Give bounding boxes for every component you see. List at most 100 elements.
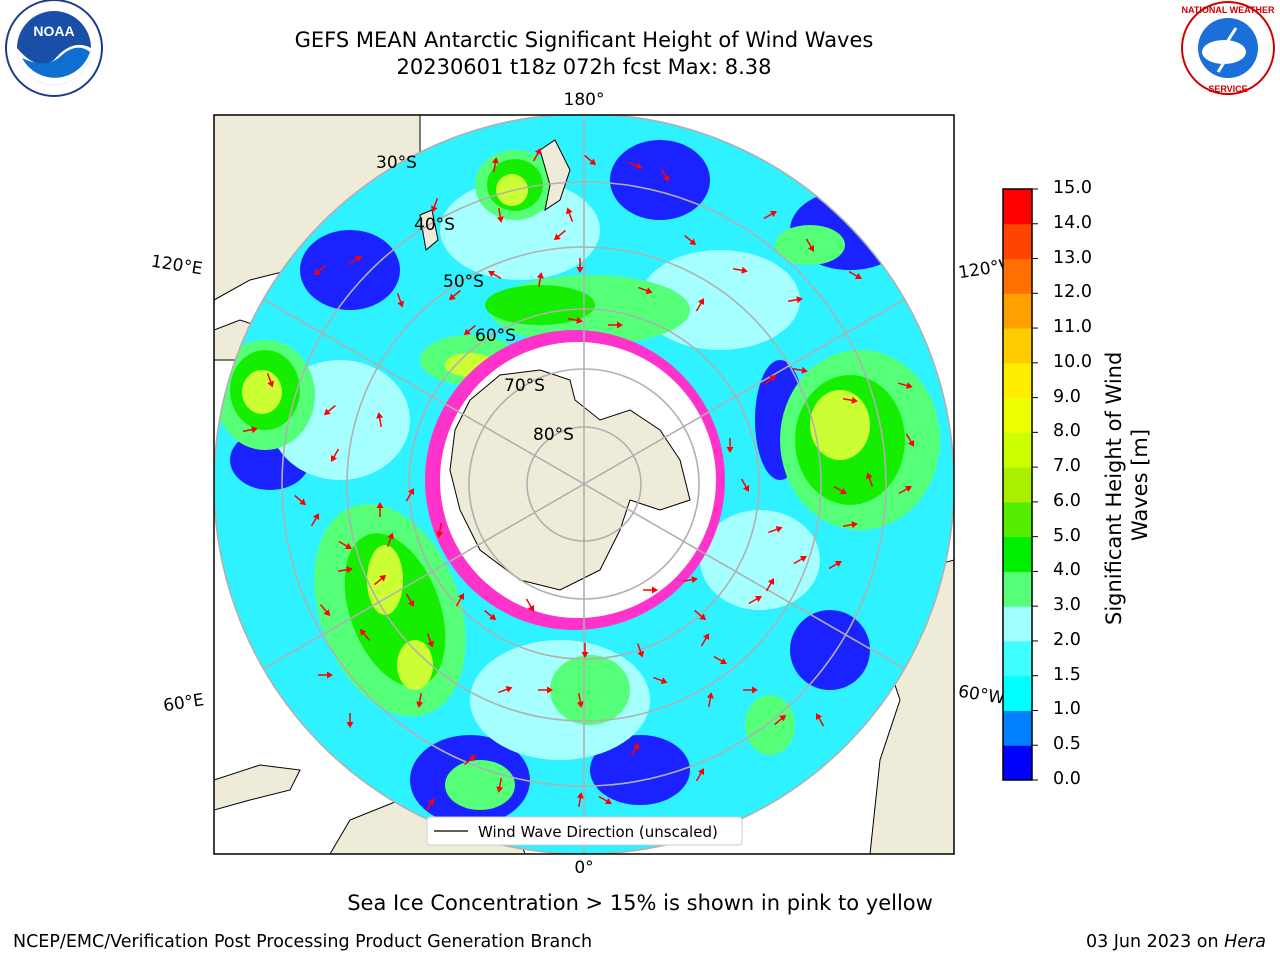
colorbar-tick-label: 0.0 [1053, 769, 1081, 789]
lon-label-top: 180° [564, 90, 605, 110]
wave-arrow [581, 643, 589, 658]
colorbar-segment [1003, 293, 1032, 329]
wave-arrow [464, 754, 477, 766]
wave-arrow [630, 743, 640, 757]
lat-label: 30°S [376, 153, 417, 173]
colorbar-tick-label: 4.0 [1053, 560, 1081, 581]
wave-arrow [536, 272, 544, 288]
wave-arrow [706, 692, 714, 708]
footer-host: Hera [1224, 932, 1266, 952]
wave-arrow [905, 433, 915, 447]
wave-arrow [828, 560, 842, 570]
colorbar-label: Significant Height of Wind Waves [m] [1102, 345, 1152, 625]
wave-arrow [496, 207, 504, 223]
lon-label-right-lower: 60°W [957, 682, 1007, 709]
wave-arrow [242, 426, 258, 434]
wave-arrow [793, 555, 807, 565]
chart-title-line1: GEFS MEAN Antarctic Significant Height o… [294, 28, 874, 52]
lon-label-left-upper: 120°E [150, 252, 204, 280]
lat-label: 50°S [443, 272, 484, 292]
colorbar-segment [1003, 675, 1032, 711]
lat-label: 80°S [533, 425, 574, 445]
legend-label: Wind Wave Direction (unscaled) [478, 823, 718, 841]
wave-arrow [748, 595, 762, 605]
wave-arrow [643, 586, 658, 594]
colorbar-tick-label: 9.0 [1053, 386, 1081, 407]
wave-arrow [319, 604, 331, 617]
nws-logo: NATIONAL WEATHER SERVICE [1181, 1, 1275, 95]
footer-left: NCEP/EMC/Verification Post Processing Pr… [13, 932, 593, 952]
colorbar-tick-label: 12.0 [1053, 282, 1092, 303]
wave-arrow [266, 373, 274, 388]
wave-arrow [740, 478, 750, 492]
svg-text:SERVICE: SERVICE [1208, 84, 1247, 94]
colorbar-tick-label: 3.0 [1053, 595, 1081, 616]
wave-arrow [484, 609, 497, 621]
colorbar-segment [1003, 710, 1032, 746]
colorbar-tick-label: 8.0 [1053, 421, 1081, 442]
colorbar-tick-label: 7.0 [1053, 456, 1081, 477]
wave-arrow [374, 574, 387, 586]
wave-arrow [448, 289, 461, 301]
footer-date: 03 Jun 2023 on [1085, 932, 1225, 952]
colorbar-segment [1003, 501, 1032, 538]
wave-arrow [376, 502, 384, 517]
colorbar-segment [1003, 640, 1032, 677]
wave-arrow [323, 404, 336, 416]
colorbar-tick-label: 0.5 [1053, 734, 1081, 755]
colorbar-tick-label: 1.5 [1053, 664, 1081, 685]
colorbar-tick-label: 11.0 [1053, 317, 1092, 338]
wave-arrow [700, 633, 710, 647]
wave-arrow [608, 321, 623, 329]
wave-arrow [660, 168, 670, 182]
wave-arrow [496, 777, 504, 793]
colorbar-tick-label: 10.0 [1053, 351, 1092, 372]
wave-arrow [763, 210, 777, 220]
chart-title-line2: 20230601 t18z 072h fcst Max: 8.38 [396, 55, 772, 79]
map-legend: Wind Wave Direction (unscaled) [426, 816, 743, 846]
wave-arrow [576, 792, 584, 808]
wave-direction-arrows [242, 148, 915, 812]
wave-arrow [732, 266, 748, 274]
lat-labels: 30°S 40°S 50°S 60°S 70°S 80°S [376, 153, 574, 445]
sea-ice-note: Sea Ice Concentration > 15% is shown in … [347, 891, 933, 915]
colorbar-tick-label: 5.0 [1053, 525, 1081, 546]
colorbar-segment [1003, 397, 1032, 433]
wave-arrow [684, 234, 697, 246]
wave-arrow [431, 198, 439, 213]
lat-label: 40°S [414, 215, 455, 235]
wave-arrow [376, 412, 384, 428]
wave-arrow [842, 521, 858, 529]
wave-arrow [628, 161, 643, 169]
lat-label: 70°S [504, 376, 545, 396]
wave-arrow [765, 578, 775, 592]
colorbar-segment [1003, 606, 1032, 642]
colorbar [1003, 188, 1038, 781]
wave-arrow [396, 293, 404, 308]
land-inside-circle [419, 139, 571, 251]
wave-arrow [313, 264, 326, 276]
colorbar-segment [1003, 362, 1032, 399]
colorbar-segment [1003, 432, 1032, 468]
wave-arrow [584, 154, 597, 166]
wave-arrow [567, 316, 583, 324]
wave-arrow [787, 296, 803, 304]
wave-arrow [638, 286, 653, 294]
wave-arrow [525, 598, 535, 612]
wave-arrow [898, 485, 912, 495]
colorbar-segment [1003, 189, 1032, 225]
colorbar-segment [1003, 745, 1032, 781]
wave-arrow [764, 374, 777, 386]
wave-arrow [898, 382, 913, 389]
wave-arrow [805, 238, 815, 252]
colorbar-segment [1003, 467, 1032, 503]
wave-arrow [695, 298, 705, 312]
wave-arrow [455, 593, 465, 607]
antarctica [449, 369, 691, 591]
colorbar-segment [1003, 536, 1032, 572]
wave-arrow [566, 207, 574, 222]
wave-arrow [294, 494, 307, 506]
wave-arrow [815, 713, 825, 727]
wave-arrow [488, 270, 502, 280]
wave-arrow [682, 576, 698, 584]
